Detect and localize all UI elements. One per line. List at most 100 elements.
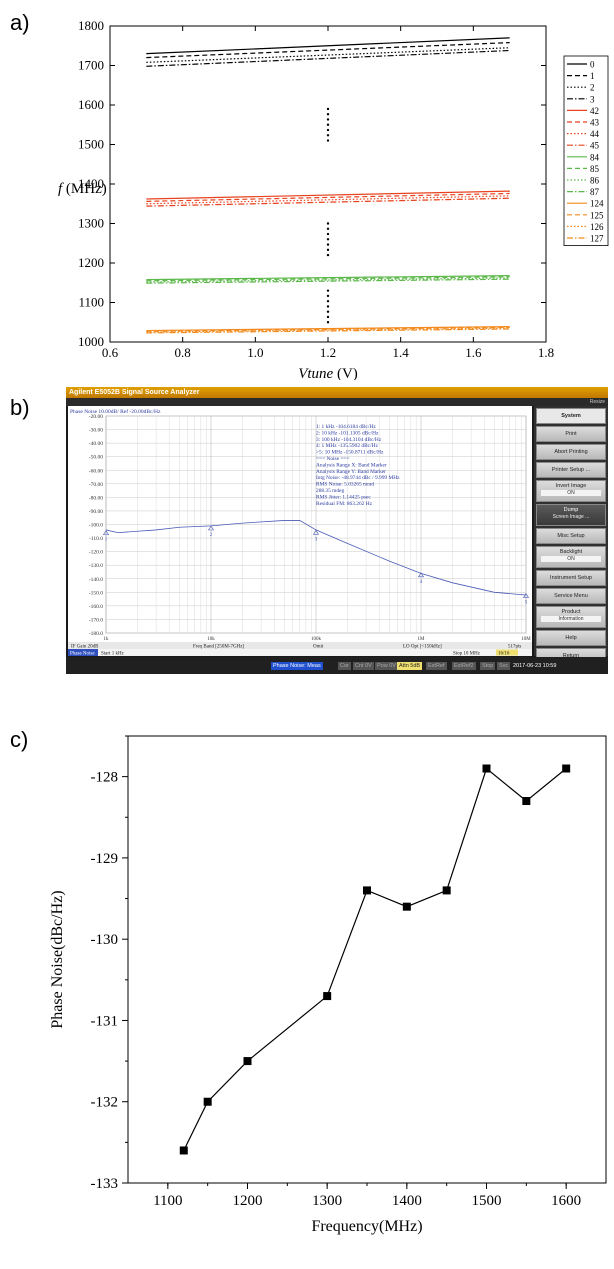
omit-label: Omit [313, 645, 324, 650]
phase-noise-trace [105, 520, 527, 596]
continuation-dot [326, 227, 330, 230]
trace-marker-label: 3 [315, 537, 318, 542]
lo-opt-label: LO Opt [<150kHz] [403, 645, 442, 650]
legend-entry: 127 [590, 234, 604, 244]
panel-label-c: c) [10, 727, 29, 752]
softkey-system[interactable]: System [536, 408, 606, 424]
softkey-label: System [561, 413, 581, 419]
legend-entry: 45 [590, 141, 600, 151]
phase-noise-meas-status: Phase Noise: Meas [271, 662, 323, 670]
y-tick-label: -100.0 [89, 523, 103, 529]
series-line-42 [146, 190, 510, 200]
y-tick-label: -80.00 [89, 495, 103, 501]
y-tick-label: -140.0 [89, 577, 103, 583]
continuation-dot [326, 294, 330, 298]
softkey-print[interactable]: Print [536, 426, 606, 442]
legend-entry: 3 [590, 94, 595, 104]
y-tick-label: 1100 [78, 295, 104, 310]
softkey-label: Return [562, 653, 580, 659]
data-point [562, 764, 571, 773]
legend-entry: 44 [590, 129, 600, 139]
phase-noise-vs-frequency-chart: 1100 1200 1300 1400 1500 1600 -128 -129 -130 -131… [49, 735, 607, 1235]
y-tick-label: 1500 [78, 137, 104, 152]
marker-readout-line: Residual FM: 863.262 Hz [316, 501, 373, 507]
continuation-dot [326, 139, 330, 142]
softkey-menu: System Print Abort Printing Printer Setup .… [534, 406, 608, 664]
continuation-dot [326, 222, 330, 225]
continuation-dot [326, 253, 330, 257]
x-tick-label: 1.0 [247, 345, 263, 360]
data-point [203, 1097, 212, 1106]
legend-entry: 85 [590, 164, 600, 174]
y-tick-label: -110.0 [89, 536, 103, 542]
softkey-dump[interactable]: Dump Screen Image ... [536, 504, 606, 526]
y-tick-label: -30.00 [89, 428, 103, 434]
x-decade-label: 10M [521, 637, 531, 642]
series-line-43 [146, 192, 510, 202]
data-point [363, 886, 371, 895]
softkey-service-menu[interactable]: Service Menu [536, 588, 606, 604]
panel-label-a: a) [10, 10, 30, 35]
continuation-dot [326, 299, 330, 303]
points-label: 517pts [508, 645, 521, 650]
data-point [442, 886, 451, 895]
trace-marker [522, 592, 530, 598]
softkey-backlight[interactable]: Backlight ON [536, 546, 606, 568]
tuning-curve-chart: 0.6 0.8 1.0 1.2 1.4 1.6 1.8 1000 1100 1200 1300 140… [58, 18, 609, 380]
continuation-dot [326, 107, 330, 111]
trace-marker-label: 1 [105, 538, 108, 543]
softkey-printer-setup[interactable]: Printer Setup ... [536, 462, 606, 478]
data-point [323, 992, 332, 1001]
marker-readout-line: 1: 1 kHz -104.6184 dBc/Hz [316, 424, 376, 430]
continuation-dot [326, 113, 330, 116]
trace-marker [312, 529, 320, 535]
data-point [522, 797, 531, 806]
marker-readout-line: === Noise === [316, 456, 350, 462]
data-point [482, 764, 491, 773]
x-tick-label: 1.4 [393, 345, 410, 360]
softkey-label: Instrument Setup [550, 575, 592, 581]
settings-row-bg [68, 642, 532, 649]
legend-entry: 42 [590, 106, 599, 116]
legend-entry: 43 [590, 118, 600, 128]
y-axis-label-unit: (MHz) [62, 181, 107, 197]
legend-entry: 124 [590, 199, 604, 209]
stop-frequency: Stop 10 MHz [453, 652, 481, 657]
marker-readout-line: Analysis Range Y: Band Marker [316, 469, 386, 475]
extref-status: ExtRef [426, 662, 447, 670]
y-tick-label: -180.0 [89, 631, 103, 637]
y-axis-label: f (MHz) [58, 181, 107, 197]
x-tick-label: 1200 [233, 1193, 263, 1209]
trace-marker [102, 530, 110, 536]
softkey-invert-image[interactable]: Invert Image ON [536, 480, 606, 502]
softkey-instrument-setup[interactable]: Instrument Setup [536, 570, 606, 586]
y-tick-label: 1000 [78, 334, 104, 349]
softkey-label: Invert Image [555, 483, 587, 489]
softkey-product[interactable]: Product Information [536, 606, 606, 628]
plot-frame [127, 735, 607, 1184]
continuation-dot [326, 315, 330, 319]
data-line [183, 767, 567, 1151]
continuation-dot [326, 305, 330, 308]
freq-band-label: Freq Band [250M-7GHz] [193, 645, 244, 650]
y-tick-label: -20.00 [89, 414, 103, 420]
continuation-dot [326, 243, 330, 246]
x-axis-label: Frequency(MHz) [311, 1218, 422, 1235]
marker-readout-line: >5: 10 MHz -150.8711 dBc/Hz [316, 450, 384, 456]
y-tick-label: -130 [91, 932, 119, 948]
softkey-state: Screen Image ... [552, 514, 590, 520]
softkey-misc-setup[interactable]: Misc Setup [536, 528, 606, 544]
x-tick-label: 1.2 [320, 345, 336, 360]
y-tick-label: -170.0 [89, 617, 103, 623]
x-tick-label: 0.8 [175, 345, 191, 360]
x-tick-label: 1100 [153, 1193, 182, 1209]
softkey-help[interactable]: Help [536, 630, 606, 646]
y-tick-label: -132 [91, 1095, 119, 1111]
y-tick-label: -60.00 [89, 468, 103, 474]
softkey-abort-printing[interactable]: Abort Printing [536, 444, 606, 460]
cnt-status: Cnt 0V [353, 662, 374, 670]
x-axis-label-unit: (V) [333, 366, 358, 380]
x-decade-label: 100k [311, 637, 322, 642]
resize-label[interactable]: Resize [589, 399, 605, 405]
series-line-44 [146, 195, 510, 205]
